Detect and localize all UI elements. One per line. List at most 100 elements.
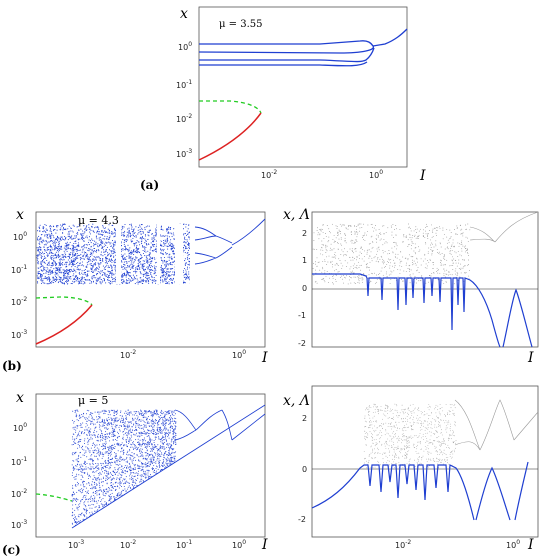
- chaos-point: [124, 425, 126, 427]
- chaos-point: [114, 259, 116, 261]
- chaos-point: [72, 500, 74, 502]
- chaos-point: [124, 465, 126, 467]
- attractor-point: [424, 254, 426, 256]
- chaos-point: [105, 431, 107, 433]
- chaos-point: [142, 246, 144, 248]
- chaos-point: [61, 282, 63, 284]
- attractor-point: [316, 257, 318, 259]
- attractor-point: [363, 273, 365, 274]
- chaos-point: [92, 463, 94, 465]
- chaos-point: [108, 276, 110, 279]
- chaos-point: [52, 264, 54, 266]
- attractor-point: [366, 250, 368, 252]
- chaos-point: [100, 478, 102, 480]
- panel-b-right-ylabel: x, Λ: [283, 207, 310, 223]
- chaos-point: [140, 241, 142, 243]
- chaos-point: [104, 268, 107, 271]
- chaos-point: [101, 260, 103, 262]
- chaos-point: [130, 479, 132, 481]
- chaos-point: [79, 435, 81, 437]
- chaos-point: [53, 242, 55, 244]
- chaos-point: [126, 424, 128, 426]
- chaos-point: [75, 259, 77, 261]
- attractor-point: [314, 261, 316, 263]
- chaos-point: [100, 501, 102, 502]
- chaos-point: [78, 246, 80, 248]
- chaos-point: [98, 228, 100, 230]
- chaos-point: [105, 250, 107, 252]
- attractor-point: [356, 241, 358, 242]
- chaos-point: [71, 264, 73, 266]
- chaos-point: [172, 278, 174, 280]
- chaos-point: [187, 245, 189, 247]
- chaos-point: [153, 270, 155, 272]
- chaos-point: [126, 231, 128, 233]
- chaos-point: [139, 237, 141, 240]
- chaos-point: [111, 274, 113, 276]
- chaos-point: [146, 465, 148, 467]
- chaos-point: [100, 241, 102, 243]
- chaos-point: [123, 486, 125, 487]
- chaos-point: [133, 236, 135, 238]
- attractor-point: [388, 250, 390, 251]
- chaos-point: [96, 411, 98, 413]
- chaos-point: [64, 223, 66, 225]
- chaos-point: [68, 272, 70, 274]
- chaos-point: [81, 251, 83, 253]
- attractor-point: [373, 227, 375, 229]
- attractor-point: [325, 245, 327, 247]
- chaos-point: [109, 459, 111, 460]
- chaos-point: [146, 418, 148, 420]
- chaos-point: [88, 419, 90, 421]
- chaos-point: [170, 279, 172, 281]
- chaos-point: [161, 462, 163, 464]
- chaos-point: [165, 466, 167, 468]
- chaos-point: [106, 260, 108, 262]
- chaos-point: [40, 279, 42, 281]
- attractor-point: [364, 239, 366, 241]
- attractor-point: [319, 234, 321, 236]
- attractor-point: [344, 232, 346, 234]
- chaos-point: [102, 255, 104, 257]
- attractor-point: [366, 251, 368, 253]
- chaos-point: [152, 445, 154, 447]
- chaos-point: [141, 475, 143, 477]
- chaos-point: [167, 235, 169, 237]
- attractor-point: [317, 232, 319, 234]
- chaos-point: [73, 225, 75, 227]
- attractor-point: [362, 277, 363, 279]
- attractor-point: [410, 248, 412, 250]
- chaos-point: [149, 265, 151, 267]
- chaos-point: [92, 265, 94, 267]
- chaos-point: [167, 458, 169, 460]
- chaos-point: [87, 478, 89, 479]
- chaos-point: [70, 282, 72, 285]
- chaos-point: [70, 278, 72, 280]
- chaos-point: [54, 228, 56, 231]
- chaos-point: [82, 490, 84, 492]
- chaos-point: [72, 410, 74, 412]
- attractor-point: [439, 227, 441, 229]
- panel-c-left-xtick: 10-1: [176, 539, 192, 550]
- chaos-point: [171, 243, 173, 245]
- chaos-point: [88, 410, 90, 412]
- chaos-point: [108, 416, 110, 418]
- attractor-point: [455, 252, 457, 254]
- attractor-point: [330, 262, 332, 264]
- chaos-point: [71, 247, 73, 249]
- attractor-point: [460, 242, 462, 244]
- attractor-point: [417, 236, 419, 237]
- attractor-point: [382, 263, 384, 265]
- chaos-point: [153, 426, 155, 428]
- chaos-point: [123, 257, 125, 259]
- chaos-point: [84, 461, 86, 463]
- attractor-point: [345, 227, 347, 229]
- chaos-point: [40, 240, 42, 242]
- chaos-point: [154, 444, 156, 445]
- chaos-point: [104, 452, 106, 454]
- chaos-point: [157, 458, 159, 459]
- chaos-point: [43, 266, 45, 268]
- attractor-point: [425, 263, 427, 265]
- attractor-point: [424, 258, 426, 260]
- chaos-point: [114, 268, 116, 270]
